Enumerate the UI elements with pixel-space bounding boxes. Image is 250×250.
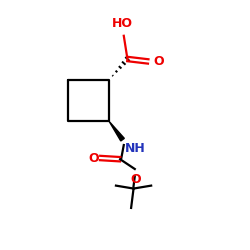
Polygon shape [109, 121, 124, 141]
Text: O: O [131, 174, 141, 186]
Text: NH: NH [125, 142, 146, 155]
Text: O: O [89, 152, 99, 164]
Text: O: O [154, 55, 164, 68]
Text: HO: HO [112, 17, 133, 30]
